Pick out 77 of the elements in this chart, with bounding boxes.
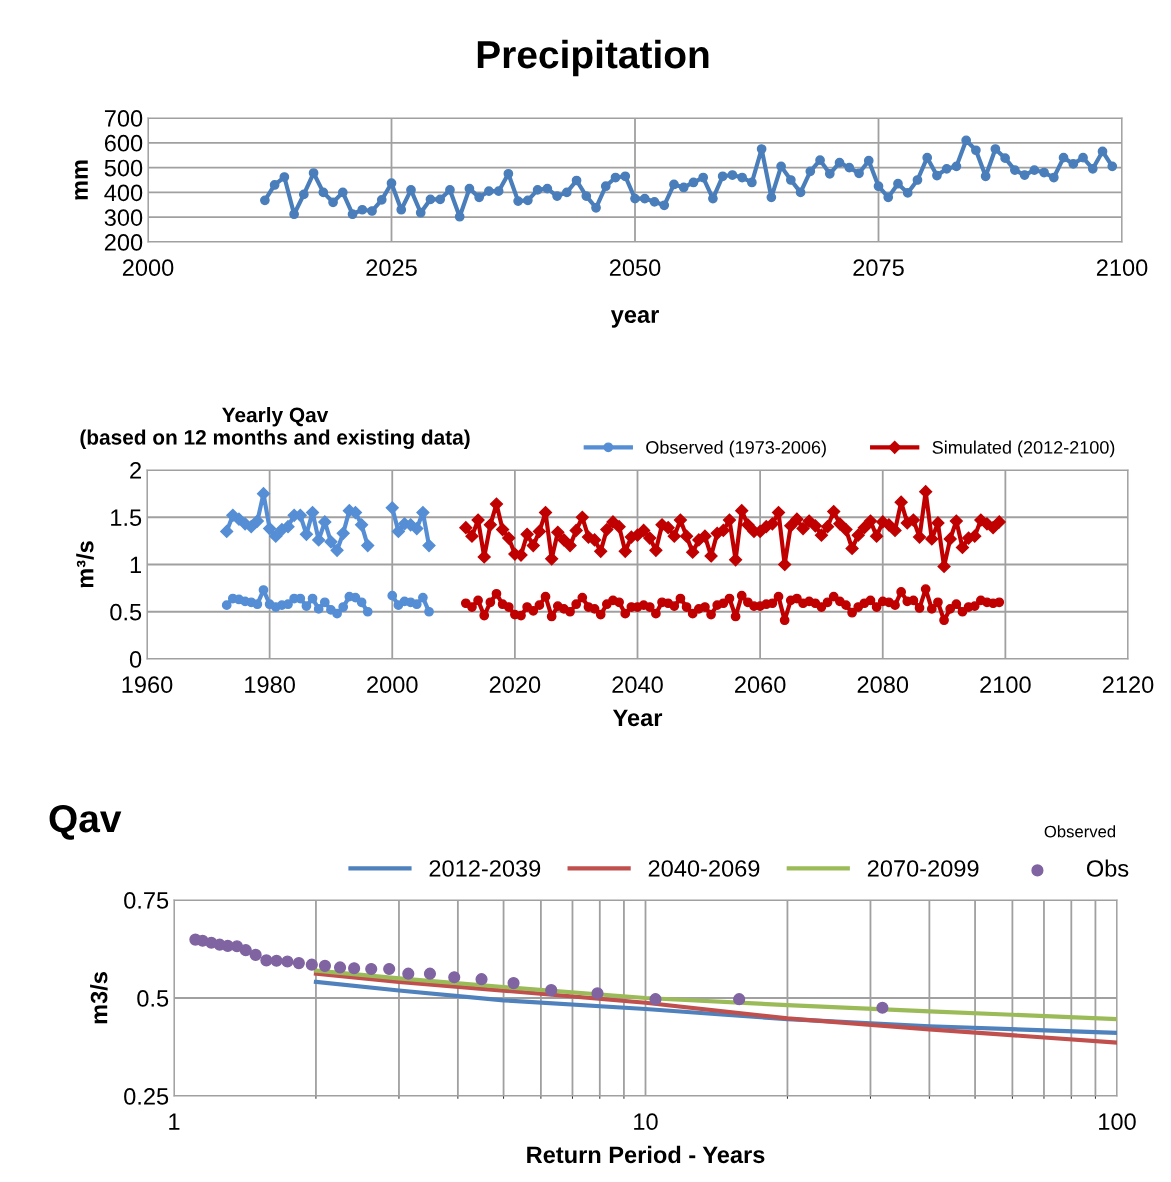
point	[263, 522, 277, 536]
legend-label: Simulated (2012-2100)	[932, 440, 1115, 458]
x-tick-label: 1	[169, 1113, 180, 1130]
y-tick-label: 200	[104, 234, 143, 251]
x-tick-label: 2020	[489, 676, 541, 694]
point	[411, 599, 422, 610]
x-tick-label: 2000	[122, 259, 174, 277]
x-tick-label: 2025	[366, 259, 417, 277]
x-tick-label: 2100	[1096, 259, 1148, 277]
y-tick-label: 0.25	[124, 1088, 169, 1105]
point	[356, 597, 367, 608]
legend-label: Obs	[1086, 859, 1129, 877]
x-tick-label: 10	[634, 1113, 658, 1131]
point	[281, 520, 295, 534]
y-tick-label: 1.5	[111, 509, 142, 527]
point	[250, 514, 264, 528]
point	[269, 529, 283, 543]
legend-label: Observed (1973-2006)	[646, 440, 826, 458]
x-tick-label: 2120	[1102, 676, 1154, 694]
point	[422, 539, 436, 553]
point	[313, 604, 324, 614]
x-axis-title: Year	[612, 709, 663, 727]
legend-label: 2070-2099	[867, 860, 979, 877]
x-tick-label: 2040	[612, 676, 663, 694]
point	[418, 592, 428, 603]
point	[307, 593, 318, 604]
point	[362, 606, 373, 617]
point	[387, 590, 398, 601]
x-tick-label: 100	[1099, 1113, 1136, 1131]
y-tick-label: 2	[130, 462, 141, 479]
point	[324, 535, 338, 549]
point	[361, 539, 375, 553]
chart-title: Precipitation	[477, 39, 709, 77]
y-axis-title: m³/s	[76, 541, 94, 588]
point	[410, 522, 424, 536]
y-tick-label: 400	[104, 184, 143, 202]
point	[319, 597, 330, 608]
x-tick-label: 2080	[857, 676, 909, 694]
x-axis-title: year	[610, 310, 659, 328]
point	[220, 524, 234, 539]
legend-label: 2012-2039	[429, 860, 541, 877]
point	[258, 585, 269, 595]
x-tick-label: 2050	[609, 259, 661, 277]
legend-label: 2040-2069	[648, 860, 760, 877]
point	[385, 501, 399, 515]
x-tick-label: 2100	[980, 676, 1031, 694]
x-tick-label: 2060	[735, 676, 786, 694]
y-tick-label: 0.5	[110, 603, 142, 621]
x-tick-label: 1960	[122, 676, 173, 694]
y-tick-label: 300	[104, 209, 143, 226]
x-tick-label: 2000	[367, 676, 418, 694]
y-tick-label: 0	[129, 651, 142, 668]
point	[252, 599, 263, 610]
x-axis-title: Return Period - Years	[527, 1145, 765, 1164]
point	[338, 602, 349, 612]
y-axis-title: m3/s	[90, 972, 108, 1024]
point	[330, 543, 344, 557]
y-tick-label: 0.5	[137, 990, 169, 1007]
point	[391, 524, 405, 539]
chart-title: Yearly Qav (based on 12 months and existing data)	[80, 407, 470, 449]
text: Observed	[1044, 825, 1116, 838]
x-tick-label: 1980	[245, 676, 295, 694]
point	[221, 600, 232, 610]
y-tick-label: 600	[104, 134, 143, 152]
y-tick-label: 0.75	[124, 892, 169, 909]
point	[355, 518, 369, 532]
point	[332, 608, 342, 619]
chart-title: Qav	[49, 804, 122, 840]
point	[424, 606, 434, 617]
point	[301, 601, 312, 611]
point	[283, 599, 293, 610]
y-axis-title: mm	[75, 160, 88, 200]
y-tick-label: 700	[104, 110, 143, 127]
y-tick-label: 1	[130, 556, 141, 574]
y-tick-label: 500	[104, 159, 143, 177]
x-tick-label: 2075	[853, 259, 904, 277]
point	[336, 526, 350, 540]
